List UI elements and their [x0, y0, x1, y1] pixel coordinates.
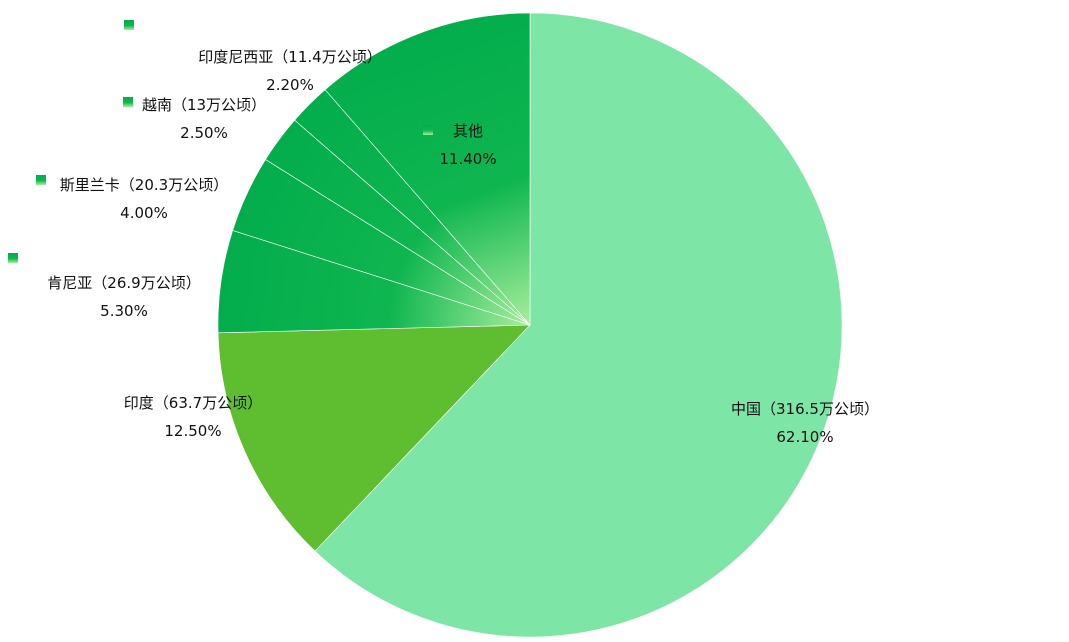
pie-slice	[324, 12, 531, 326]
slice-value-label: 12.50%	[164, 422, 221, 440]
slice-label: 越南（13万公顷）	[142, 96, 266, 114]
slice-value-label: 2.50%	[180, 124, 228, 142]
slice-label: 肯尼亚（26.9万公顷）	[47, 274, 200, 292]
slice-label: 印度尼西亚（11.4万公顷）	[198, 48, 381, 66]
legend-swatch	[123, 97, 133, 107]
slices-layer	[217, 12, 843, 638]
pie-slice	[314, 12, 843, 638]
legend-swatch	[36, 175, 46, 185]
labels-layer: 中国（316.5万公顷） 62.10% 印度（63.7万公顷） 12.50% 肯尼亚（2…	[8, 20, 879, 446]
slice-label: 印度（63.7万公顷）	[124, 394, 262, 412]
legend-swatch	[423, 125, 433, 135]
slice-label: 斯里兰卡（20.3万公顷）	[60, 176, 228, 194]
legend-swatch	[8, 253, 18, 263]
slice-value-label: 62.10%	[776, 428, 833, 446]
slice-label: 其他	[453, 122, 483, 140]
slice-value-label: 5.30%	[100, 302, 148, 320]
slice-label: 中国（316.5万公顷）	[731, 400, 879, 418]
pie-slice	[217, 324, 531, 552]
slice-value-label: 11.40%	[439, 150, 496, 168]
legend-swatch	[124, 20, 134, 30]
slice-value-label: 2.20%	[266, 76, 314, 94]
slice-value-label: 4.00%	[120, 204, 168, 222]
